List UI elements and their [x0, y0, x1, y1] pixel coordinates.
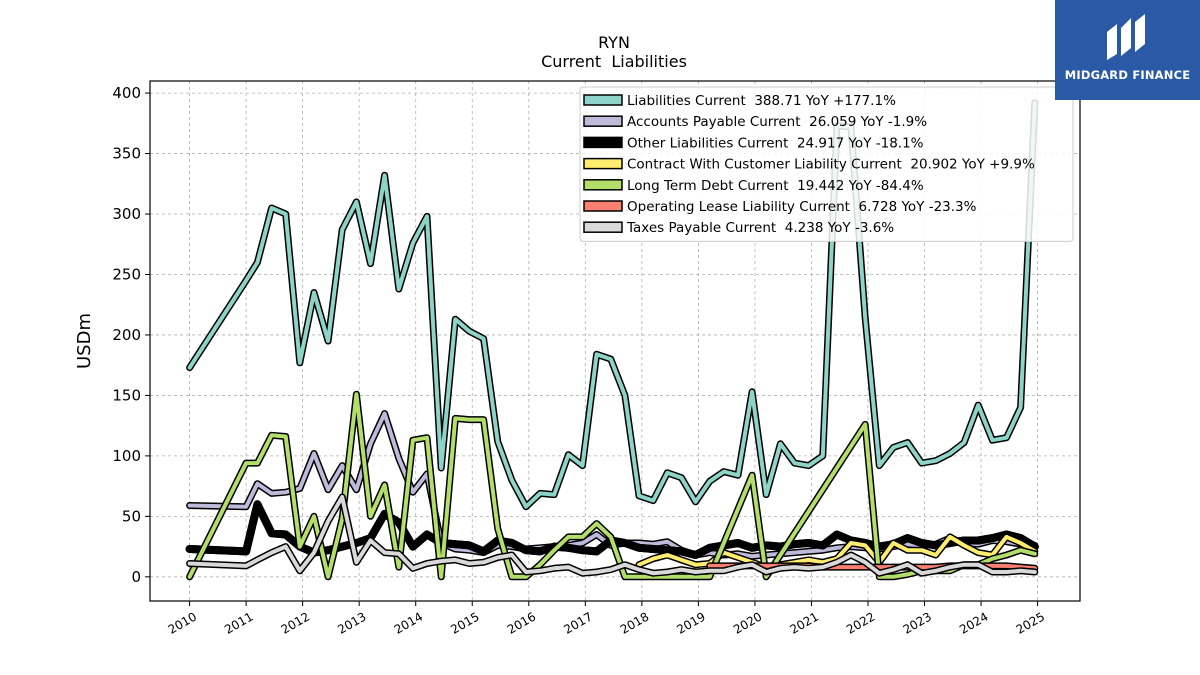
legend-swatch	[583, 94, 623, 106]
legend-swatch	[583, 200, 623, 212]
midgard-m-icon	[1107, 14, 1145, 60]
legend-swatch	[583, 157, 623, 170]
y-tick-label: 250	[112, 265, 141, 283]
legend-label: Contract With Customer Liability Current…	[627, 157, 1035, 173]
legend: Liabilities Current 388.71 YoY +177.1% Ac…	[579, 86, 1074, 242]
chart-subtitle: Current Liabilities	[541, 52, 687, 71]
legend-label: Long Term Debt Current 19.442 YoY -84.4%	[627, 178, 924, 194]
series-line-liabilities-current	[187, 100, 1037, 509]
brand-name: MIDGARD FINANCE	[1064, 68, 1191, 82]
y-tick-label: 300	[112, 205, 141, 223]
y-tick-label: 150	[112, 386, 141, 404]
legend-box	[579, 86, 1074, 242]
y-tick-label: 0	[131, 568, 141, 586]
legend-swatch	[583, 136, 623, 149]
chart-title: RYN	[598, 33, 630, 52]
legend-swatch	[583, 221, 623, 233]
legend-label: Operating Lease Liability Current 6.728 …	[627, 199, 977, 215]
legend-label: Taxes Payable Current 4.238 YoY -3.6%	[626, 220, 894, 236]
y-axis-label: USDm	[74, 313, 95, 369]
y-tick-label: 50	[122, 507, 141, 525]
grid	[150, 81, 1080, 601]
series-line-other-liabilities-current	[185, 500, 1039, 559]
y-tick-label: 350	[112, 145, 141, 163]
legend-swatch	[583, 179, 623, 191]
y-tick-label: 100	[112, 447, 141, 465]
y-axis: 0 50 100 150 200 250 300 350 400	[112, 84, 150, 586]
y-tick-label: 400	[112, 84, 141, 102]
brand-logo: MIDGARD FINANCE	[1055, 0, 1200, 100]
plot-frame	[149, 80, 1081, 602]
series-lines	[185, 99, 1039, 581]
legend-label: Liabilities Current 388.71 YoY +177.1%	[627, 93, 896, 109]
legend-label: Accounts Payable Current 26.059 YoY -1.9…	[627, 114, 927, 130]
legend-swatch	[583, 115, 623, 127]
legend-label: Other Liabilities Current 24.917 YoY -18…	[627, 135, 924, 151]
series-line-taxes-payable-current	[187, 495, 1037, 576]
y-tick-label: 200	[112, 326, 141, 344]
